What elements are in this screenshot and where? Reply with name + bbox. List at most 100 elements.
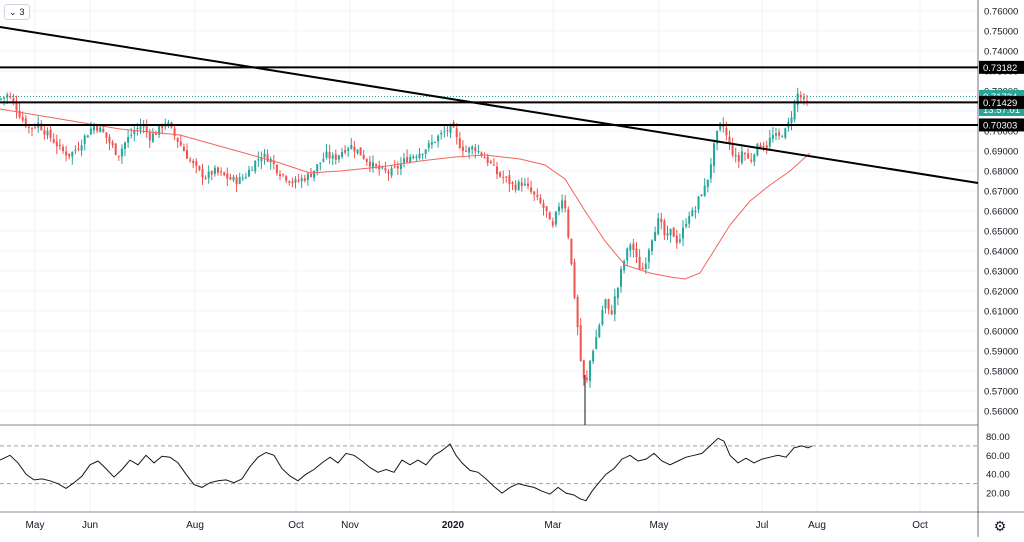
y-tick-label: 0.61000 [984, 307, 1018, 318]
candle-body [499, 172, 502, 177]
y-tick-label: 0.67000 [984, 187, 1018, 198]
candle-body [756, 143, 759, 156]
y-tick-label: 0.69000 [984, 147, 1018, 158]
candle-body [65, 151, 68, 156]
candle-body [561, 200, 564, 209]
candle-body [511, 182, 514, 185]
candle-body [697, 196, 700, 210]
candle-body [520, 182, 523, 186]
candle-body [558, 206, 560, 212]
candle-body [275, 164, 278, 174]
osc-tick-label: 40.00 [986, 470, 1010, 481]
candle-body [173, 128, 176, 137]
candle-body [598, 325, 601, 338]
candle-body [610, 310, 613, 315]
candle-body [508, 175, 511, 185]
candle-body [700, 194, 703, 197]
price-label: 0.70303 [983, 120, 1017, 131]
candle-body [734, 155, 737, 157]
candle-body [691, 210, 694, 216]
candle-body [213, 167, 216, 175]
candle-body [117, 155, 120, 157]
candle-body [623, 261, 626, 271]
candle-body [530, 187, 533, 192]
candle-body [334, 154, 337, 160]
candle-body [502, 176, 505, 178]
osc-tick-label: 60.00 [986, 451, 1010, 462]
candle-body [217, 167, 219, 173]
candle-body [554, 211, 557, 225]
candle-body [663, 220, 666, 236]
candle-body [86, 135, 89, 138]
candle-body [254, 160, 257, 172]
candle-body [418, 153, 421, 159]
candle-body [641, 267, 644, 270]
candle-body [747, 153, 750, 159]
candle-body [589, 360, 591, 381]
candle-body [412, 156, 415, 159]
candle-body [496, 166, 498, 175]
candle-body [229, 177, 232, 180]
candle-body [477, 150, 480, 152]
study-legend-toggle[interactable]: ⌄ 3 [4, 4, 30, 20]
candle-body [127, 137, 130, 143]
candle-body [694, 210, 697, 213]
price-label: 0.71429 [983, 98, 1017, 109]
candle-body [130, 134, 133, 136]
candle-body [458, 138, 461, 149]
candle-body [31, 127, 33, 129]
x-tick-label: Nov [341, 520, 359, 531]
candle-body [567, 209, 570, 238]
y-tick-label: 0.62000 [984, 287, 1018, 298]
y-tick-label: 0.63000 [984, 267, 1018, 278]
gear-icon[interactable]: ⚙ [993, 518, 1007, 534]
candle-body [604, 299, 607, 309]
candle-body [232, 176, 235, 181]
candle-body [468, 147, 471, 153]
y-tick-label: 0.68000 [984, 167, 1018, 178]
candle-body [607, 298, 610, 310]
x-tick-label: May [650, 520, 669, 531]
candle-body [573, 262, 576, 298]
candle-body [709, 164, 712, 179]
candle-body [24, 118, 27, 127]
candle-body [396, 166, 399, 169]
candle-body [514, 184, 517, 191]
candle-body [527, 183, 529, 187]
candle-body [80, 145, 83, 151]
osc-tick-label: 80.00 [986, 432, 1010, 443]
candle-body [403, 158, 405, 163]
candle-body [616, 287, 619, 299]
candle-body [77, 148, 80, 150]
candle-body [579, 325, 582, 361]
candle-body [626, 248, 629, 261]
y-tick-label: 0.76000 [984, 7, 1018, 18]
candle-body [34, 127, 37, 129]
candle-body [449, 124, 452, 133]
price-label-box [979, 118, 1024, 132]
candle-body [27, 127, 30, 129]
candle-body [15, 103, 18, 111]
candle-body [536, 194, 539, 197]
candle-body [300, 178, 303, 182]
candle-body [89, 128, 92, 135]
price-label-box [979, 95, 1024, 109]
candle-body [474, 147, 477, 152]
candle-body [201, 168, 204, 178]
candle-body [248, 169, 250, 177]
candle-body [0, 98, 2, 100]
candle-body [613, 296, 616, 315]
y-tick-label: 0.65000 [984, 227, 1018, 238]
x-tick-label: Aug [186, 520, 204, 531]
candle-body [223, 172, 226, 176]
candle-body [744, 153, 746, 155]
candle-body [6, 94, 9, 98]
candle-body [198, 166, 201, 170]
candle-body [601, 309, 604, 325]
candle-body [632, 243, 635, 250]
candle-body [260, 158, 263, 162]
candle-body [151, 133, 154, 142]
candle-body [465, 150, 467, 152]
